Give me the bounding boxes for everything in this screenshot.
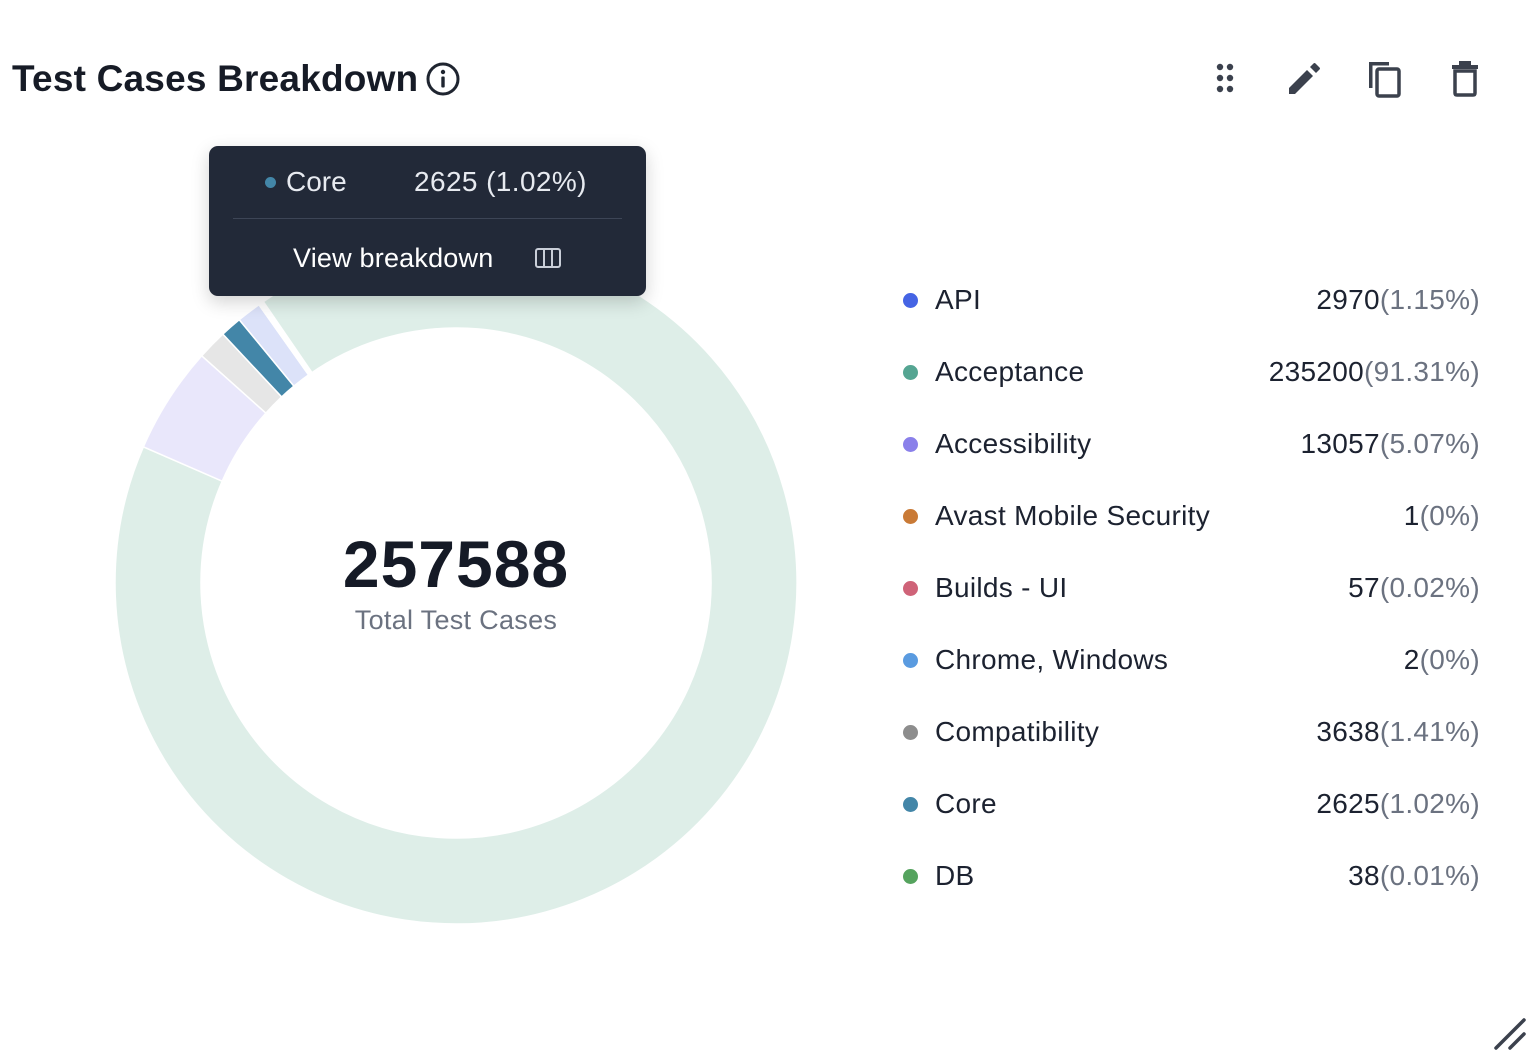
legend-label: Acceptance — [935, 356, 1085, 387]
legend-dot — [903, 581, 918, 596]
legend-value: 235200(91.31%) — [1269, 354, 1480, 390]
trash-icon — [1452, 61, 1478, 97]
legend-label: DB — [935, 860, 975, 891]
info-circle-icon[interactable] — [425, 61, 461, 97]
legend-label: Builds - UI — [935, 572, 1068, 603]
tooltip-series-value: 2625 (1.02%) — [414, 166, 587, 197]
legend-count: 13057 — [1300, 428, 1380, 459]
legend-dot — [903, 653, 918, 668]
donut-slice-acceptance[interactable] — [114, 241, 798, 925]
legend-count: 2970 — [1316, 284, 1380, 315]
legend-item[interactable]: API 2970(1.15%) — [900, 264, 1480, 336]
legend-item[interactable]: Accessibility 13057(5.07%) — [900, 408, 1480, 480]
legend-label: Compatibility — [935, 716, 1100, 747]
legend-percent: (0%) — [1419, 500, 1480, 531]
legend-item[interactable]: Core 2625(1.02%) — [900, 768, 1480, 840]
legend-label: API — [935, 284, 982, 315]
legend-count: 57 — [1348, 572, 1380, 603]
legend-value: 13057(5.07%) — [1300, 426, 1480, 462]
pencil-icon — [1289, 63, 1320, 94]
legend-label: Accessibility — [935, 428, 1092, 459]
edit-button[interactable] — [1285, 58, 1325, 98]
legend-value: 2(0%) — [1404, 642, 1480, 678]
chart-tooltip: Core 2625 (1.02%) View breakdown — [209, 146, 646, 296]
legend-count: 2 — [1403, 644, 1420, 675]
total-value: 257588 — [342, 527, 570, 601]
legend-value: 1(0%) — [1404, 498, 1480, 534]
legend-percent: (1.41%) — [1379, 716, 1480, 747]
widget-header: Test Cases Breakdown — [0, 0, 1539, 150]
legend-percent: (0%) — [1419, 644, 1480, 675]
tooltip-series-name: Core — [286, 166, 347, 197]
legend-percent: (1.02%) — [1379, 788, 1480, 819]
legend-count: 38 — [1348, 860, 1380, 891]
tooltip-series-row: Core 2625 (1.02%) — [209, 146, 646, 218]
widget-title: Test Cases Breakdown — [12, 58, 419, 99]
legend-percent: (0.02%) — [1379, 572, 1480, 603]
legend-value: 3638(1.41%) — [1316, 714, 1480, 750]
drag-handle-button[interactable] — [1205, 58, 1245, 98]
chart-legend: API 2970(1.15%) Acceptance 235200(91.31%) Ac… — [900, 264, 1480, 912]
legend-item[interactable]: Acceptance 235200(91.31%) — [900, 336, 1480, 408]
legend-item[interactable]: Chrome, Windows 2(0%) — [900, 624, 1480, 696]
legend-item[interactable]: Compatibility 3638(1.41%) — [900, 696, 1480, 768]
legend-label: Core — [935, 788, 997, 819]
legend-dot — [903, 365, 918, 380]
legend-dot — [903, 725, 918, 740]
legend-percent: (1.15%) — [1379, 284, 1480, 315]
duplicate-button[interactable] — [1364, 58, 1404, 98]
legend-dot — [903, 293, 918, 308]
tooltip-divider — [233, 218, 622, 219]
total-label: Total Test Cases — [354, 605, 558, 635]
legend-dot — [903, 797, 918, 812]
tooltip-series-dot — [265, 177, 276, 188]
legend-item[interactable]: Builds - UI 57(0.02%) — [900, 552, 1480, 624]
legend-item[interactable]: Avast Mobile Security 1(0%) — [900, 480, 1480, 552]
legend-value: 2970(1.15%) — [1316, 282, 1480, 318]
legend-value: 57(0.02%) — [1348, 570, 1480, 606]
columns-icon[interactable] — [534, 247, 562, 269]
legend-count: 1 — [1403, 500, 1420, 531]
resize-corner-icon[interactable] — [1490, 1014, 1530, 1054]
view-breakdown-link[interactable]: View breakdown — [293, 243, 494, 273]
legend-percent: (5.07%) — [1379, 428, 1480, 459]
legend-item[interactable]: DB 38(0.01%) — [900, 840, 1480, 912]
copy-icon — [1369, 62, 1401, 98]
legend-percent: (0.01%) — [1379, 860, 1480, 891]
legend-count: 2625 — [1316, 788, 1380, 819]
legend-count: 235200 — [1268, 356, 1364, 387]
legend-dot — [903, 509, 918, 524]
delete-button[interactable] — [1445, 58, 1485, 98]
drag-dots-icon — [1216, 63, 1234, 93]
legend-value: 2625(1.02%) — [1316, 786, 1480, 822]
legend-value: 38(0.01%) — [1348, 858, 1480, 894]
legend-dot — [903, 869, 918, 884]
legend-label: Chrome, Windows — [935, 644, 1169, 675]
legend-label: Avast Mobile Security — [935, 500, 1211, 531]
donut-slice-avast-mobile-security[interactable] — [261, 300, 314, 375]
legend-percent: (91.31%) — [1363, 356, 1480, 387]
legend-dot — [903, 437, 918, 452]
legend-count: 3638 — [1316, 716, 1380, 747]
